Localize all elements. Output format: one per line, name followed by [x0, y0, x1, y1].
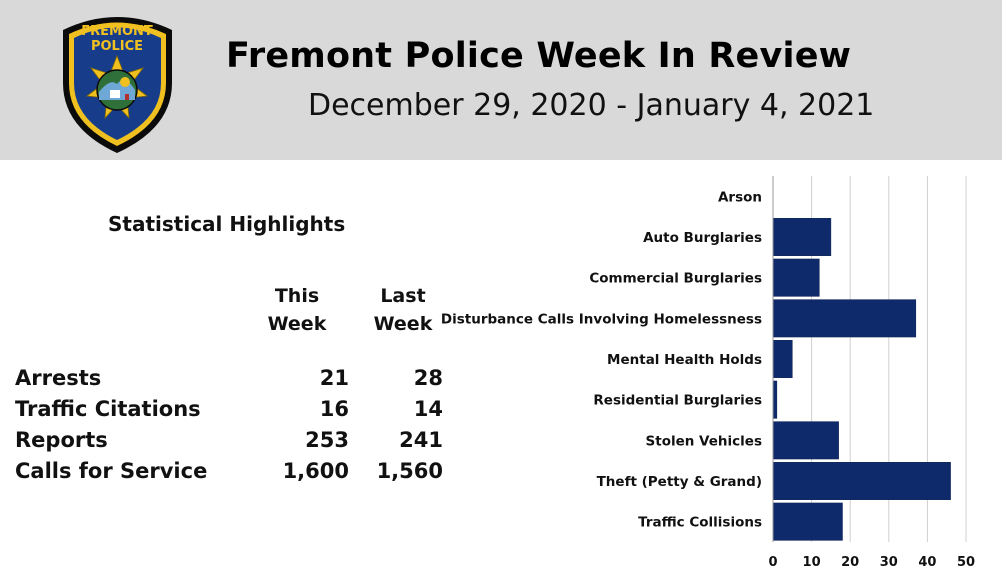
page-title: Fremont Police Week In Review [226, 36, 852, 76]
x-tick-label: 30 [880, 555, 898, 567]
category-label: Stolen Vehicles [646, 433, 762, 449]
bar [772, 258, 820, 297]
category-label: Commercial Burglaries [589, 271, 762, 287]
category-label: Residential Burglaries [593, 393, 762, 409]
police-badge-logo: FREMONT POLICE [63, 17, 172, 153]
stat-row-arrests: Arrests 21 28 [15, 366, 445, 397]
category-label: Traffic Collisions [638, 515, 762, 531]
date-range: December 29, 2020 - January 4, 2021 [308, 88, 875, 123]
bar [772, 421, 839, 460]
x-tick-label: 40 [918, 555, 936, 567]
stat-label: Traffic Citations [15, 397, 201, 421]
highlights-heading: Statistical Highlights [108, 212, 346, 236]
bar [772, 380, 778, 419]
bar [772, 340, 793, 378]
x-tick-label: 20 [841, 555, 859, 567]
stat-last-week-value: 14 [413, 397, 443, 421]
stat-last-week-value: 241 [399, 428, 443, 452]
x-tick-label: 10 [803, 555, 821, 567]
stat-row-reports: Reports 253 241 [15, 428, 445, 459]
header-banner: FREMONT POLICE Fremont Police Week In Re… [0, 0, 1002, 160]
incident-bar-chart: 0 10 20 30 40 50 Arson Auto Burglaries Commercia… [441, 176, 975, 567]
stat-this-week-value: 21 [319, 366, 349, 390]
category-label: Mental Health Holds [607, 352, 762, 368]
bar [772, 299, 917, 338]
svg-text:FREMONT: FREMONT [81, 24, 153, 39]
x-tick-label: 0 [768, 555, 777, 567]
stat-this-week-value: 253 [305, 428, 349, 452]
stat-this-week-value: 16 [319, 397, 349, 421]
stat-label: Reports [15, 428, 108, 452]
stat-last-week-value: 1,560 [376, 459, 443, 483]
column-header-last-week: Last Week [373, 285, 433, 335]
bar [772, 502, 843, 541]
svg-text:POLICE: POLICE [91, 39, 143, 54]
x-tick-label: 50 [957, 555, 975, 567]
category-label: Auto Burglaries [643, 230, 762, 246]
stat-row-calls-for-service: Calls for Service 1,600 1,560 [15, 459, 445, 490]
stat-last-week-value: 28 [413, 366, 443, 390]
bar [772, 218, 832, 256]
category-label: Theft (Petty & Grand) [597, 474, 762, 490]
stat-this-week-value: 1,600 [282, 459, 349, 483]
column-header-this-week: This Week [267, 285, 327, 335]
bar [772, 462, 951, 500]
stat-row-traffic-citations: Traffic Citations 16 14 [15, 397, 445, 428]
stat-label: Arrests [15, 366, 102, 390]
stat-label: Calls for Service [15, 459, 208, 483]
category-label: Arson [718, 189, 762, 205]
category-label: Disturbance Calls Involving Homelessness [441, 311, 762, 327]
